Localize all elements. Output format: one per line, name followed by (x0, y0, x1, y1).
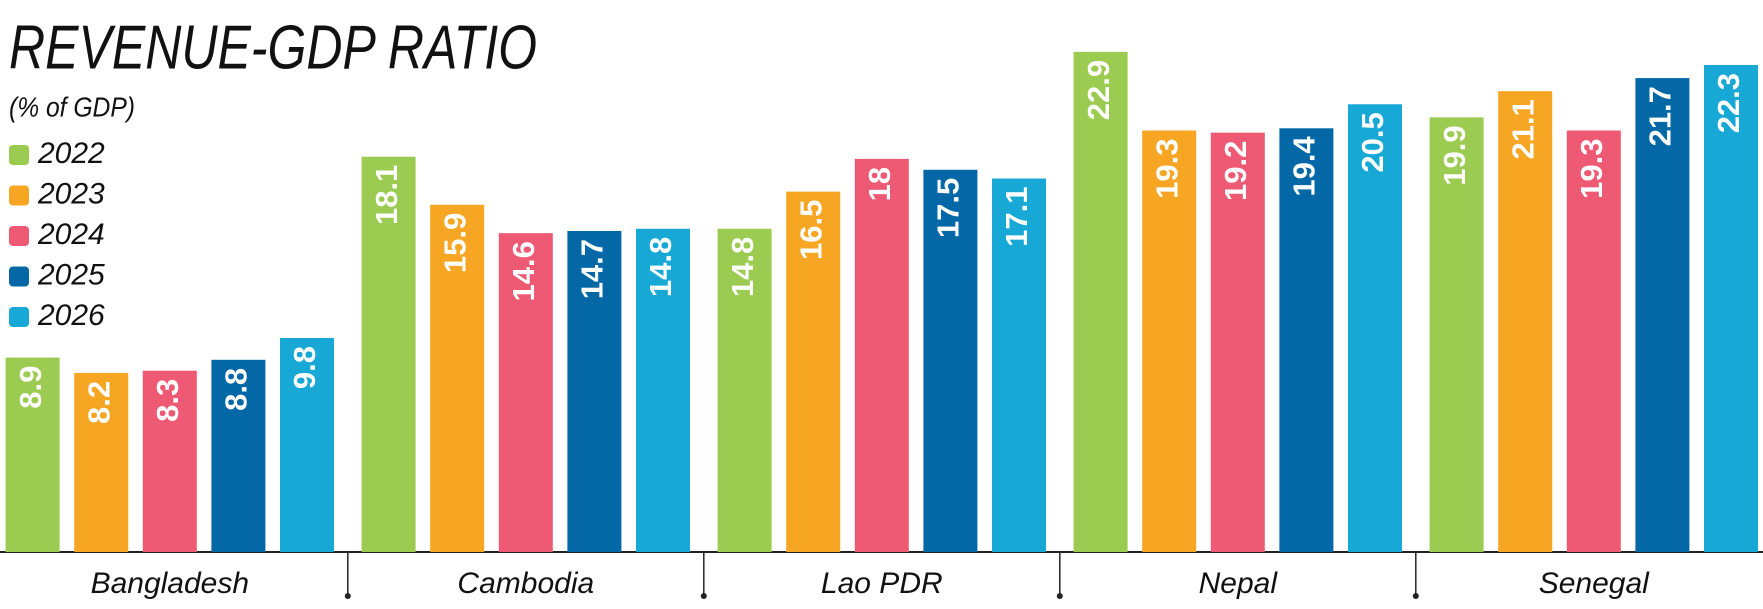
group-separator-dot (1056, 593, 1063, 599)
x-tick-label: Bangladesh (91, 567, 249, 600)
value-label: 19.2 (1218, 141, 1253, 201)
value-label: 22.9 (1081, 60, 1116, 120)
bar (786, 191, 841, 552)
value-label: 8.3 (150, 379, 185, 422)
bar (636, 228, 690, 552)
x-tick-label: Nepal (1199, 567, 1279, 600)
bar (1142, 130, 1197, 552)
bar (1566, 130, 1621, 552)
value-label: 19.4 (1287, 136, 1322, 197)
bar (1635, 78, 1690, 553)
bar (280, 337, 334, 552)
value-label: 17.1 (999, 187, 1034, 247)
value-label: 19.3 (1574, 138, 1609, 198)
value-label: 17.5 (931, 178, 966, 238)
legend-swatch (9, 307, 29, 327)
x-tick-label: Senegal (1539, 567, 1650, 600)
value-label: 21.7 (1643, 86, 1678, 146)
bar (1348, 104, 1402, 552)
value-label: 9.8 (287, 346, 322, 389)
value-label: 15.9 (437, 213, 472, 273)
x-tick-label: Lao PDR (821, 567, 943, 600)
bar (430, 204, 485, 552)
bar (498, 233, 553, 553)
chart-title: REVENUE-GDP RATIO (9, 13, 537, 82)
legend-label: 2023 (37, 177, 105, 210)
x-tick-label: Cambodia (457, 567, 594, 600)
bar (361, 156, 416, 553)
bar (1279, 128, 1334, 552)
bar (567, 230, 622, 552)
bar (854, 158, 909, 552)
value-label: 18.1 (369, 165, 404, 225)
value-label: 21.1 (1505, 99, 1540, 159)
value-label: 14.8 (725, 237, 760, 297)
legend-swatch (9, 185, 29, 206)
bar (5, 357, 60, 552)
bar (992, 178, 1046, 552)
value-label: 8.2 (81, 381, 116, 424)
bar (923, 169, 978, 553)
value-label: 8.9 (13, 366, 48, 409)
value-label: 8.8 (219, 368, 254, 411)
legend-label: 2022 (37, 137, 105, 170)
legend-swatch (9, 226, 29, 246)
legend-label: 2025 (37, 258, 105, 291)
value-label: 16.5 (793, 200, 828, 260)
group-separator-dot (700, 593, 707, 599)
value-label: 19.3 (1149, 138, 1184, 198)
value-label: 20.5 (1355, 112, 1390, 172)
legend-swatch (9, 145, 29, 165)
value-label: 14.6 (506, 241, 541, 301)
bar (142, 370, 197, 552)
bar (1498, 91, 1553, 553)
bar (1073, 51, 1128, 552)
value-label: 14.7 (575, 239, 610, 299)
group-separator-dot (1412, 593, 1419, 599)
bar (211, 359, 266, 552)
group-separator-dot (344, 593, 351, 599)
bar (1210, 132, 1265, 552)
value-label: 18 (862, 167, 897, 201)
legend-label: 2024 (37, 218, 105, 251)
value-label: 22.3 (1711, 73, 1746, 133)
chart-subtitle: (% of GDP) (9, 91, 135, 122)
value-label: 14.8 (643, 237, 678, 297)
bar (1704, 64, 1758, 552)
legend-swatch (9, 266, 29, 287)
bar (717, 228, 772, 552)
legend-label: 2026 (37, 299, 105, 332)
value-label: 19.9 (1437, 125, 1472, 185)
bar (74, 372, 129, 552)
bar (1429, 117, 1484, 552)
